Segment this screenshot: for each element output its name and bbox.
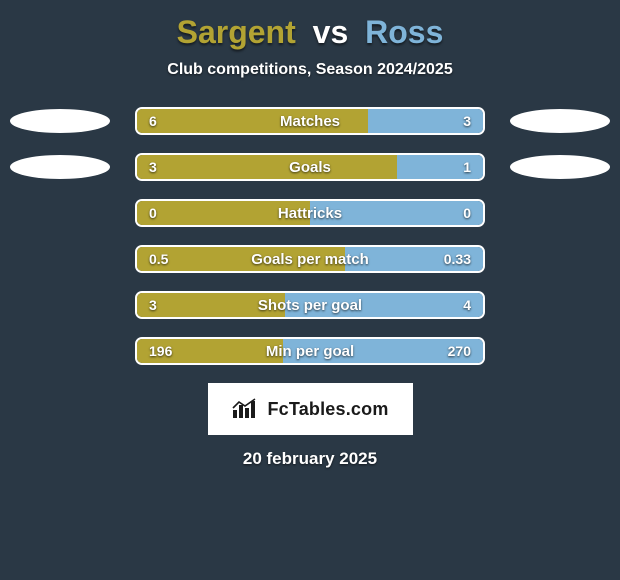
stat-row: 0.50.33Goals per match [0, 245, 620, 273]
player1-badge [10, 109, 110, 133]
player2-badge [510, 155, 610, 179]
stat-bar: 31Goals [135, 153, 485, 181]
chart-icon [231, 398, 259, 420]
bar-fill-player2 [368, 109, 483, 133]
bar-fill-player2 [310, 201, 483, 225]
player2-badge [510, 109, 610, 133]
bar-fill-player1 [137, 339, 283, 363]
bar-fill-player2 [345, 247, 483, 271]
stat-bar: 0.50.33Goals per match [135, 245, 485, 273]
brand-text: FcTables.com [267, 399, 388, 420]
title-vs: vs [313, 14, 349, 50]
bar-fill-player1 [137, 155, 397, 179]
bar-fill-player2 [283, 339, 483, 363]
bar-fill-player1 [137, 201, 310, 225]
stat-bar: 63Matches [135, 107, 485, 135]
subtitle: Club competitions, Season 2024/2025 [0, 61, 620, 79]
brand-badge: FcTables.com [208, 383, 413, 435]
stat-row: 63Matches [0, 107, 620, 135]
page-title: Sargent vs Ross [0, 14, 620, 51]
player1-badge [10, 155, 110, 179]
bar-fill-player2 [285, 293, 483, 317]
stat-bar: 00Hattricks [135, 199, 485, 227]
stat-row: 00Hattricks [0, 199, 620, 227]
comparison-card: Sargent vs Ross Club competitions, Seaso… [0, 0, 620, 469]
stat-row: 196270Min per goal [0, 337, 620, 365]
bar-fill-player1 [137, 293, 285, 317]
date-text: 20 february 2025 [0, 449, 620, 469]
title-player2: Ross [365, 14, 443, 50]
title-player1: Sargent [177, 14, 296, 50]
stats-rows: 63Matches 31Goals 00Hattricks 0.50.33Goals … [0, 107, 620, 365]
bar-fill-player1 [137, 247, 345, 271]
stat-bar: 196270Min per goal [135, 337, 485, 365]
stat-bar: 34Shots per goal [135, 291, 485, 319]
bar-fill-player2 [397, 155, 484, 179]
bar-fill-player1 [137, 109, 368, 133]
stat-row: 31Goals [0, 153, 620, 181]
stat-row: 34Shots per goal [0, 291, 620, 319]
